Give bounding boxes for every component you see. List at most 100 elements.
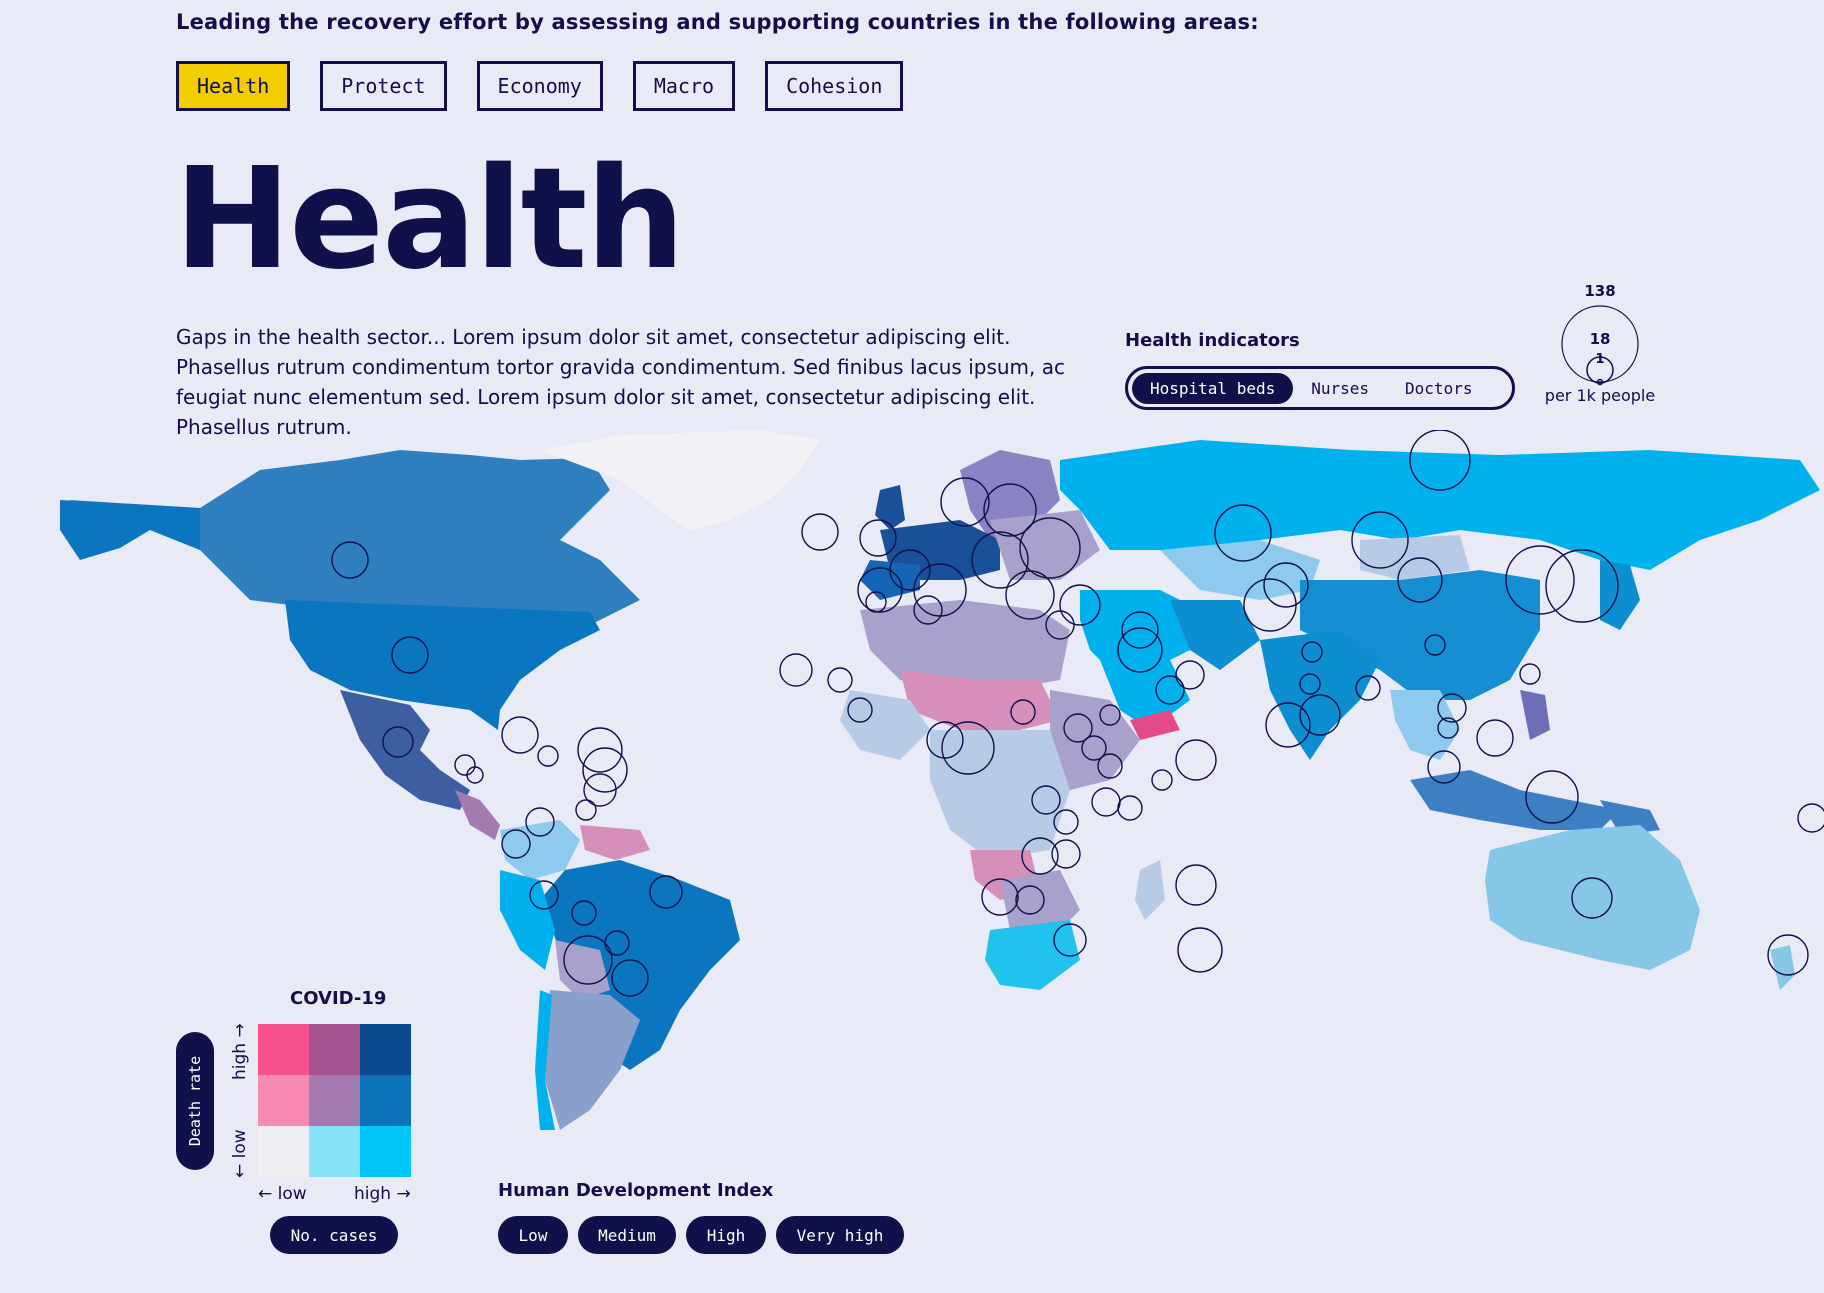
- region-venezuela[interactable]: [580, 825, 650, 860]
- bubble[interactable]: [1214, 504, 1272, 562]
- death-rate-pill[interactable]: Death rate: [176, 1032, 214, 1170]
- bubble[interactable]: [827, 667, 853, 693]
- bubble[interactable]: [1525, 770, 1579, 824]
- region-southeast-asia[interactable]: [1390, 690, 1460, 760]
- region-indonesia[interactable]: [1410, 770, 1620, 830]
- bubble[interactable]: [1175, 739, 1217, 781]
- region-philippines[interactable]: [1520, 690, 1550, 740]
- region-south-africa[interactable]: [985, 920, 1080, 990]
- bubble[interactable]: [940, 477, 990, 527]
- tab-economy[interactable]: Economy: [476, 61, 603, 111]
- bubble[interactable]: [1177, 927, 1223, 973]
- bubble[interactable]: [941, 721, 995, 775]
- bubble[interactable]: [1424, 634, 1446, 656]
- bubble[interactable]: [1117, 795, 1143, 821]
- region-central-africa[interactable]: [930, 730, 1070, 860]
- bubble[interactable]: [1397, 557, 1443, 603]
- bubble[interactable]: [983, 483, 1037, 537]
- bubble[interactable]: [454, 754, 476, 776]
- region-north-africa[interactable]: [860, 600, 1070, 690]
- bubble[interactable]: [1059, 584, 1101, 626]
- bubble[interactable]: [859, 519, 897, 557]
- bubble[interactable]: [1299, 673, 1321, 695]
- bubble[interactable]: [1437, 693, 1467, 723]
- tab-health[interactable]: Health: [176, 61, 291, 111]
- bubble[interactable]: [583, 773, 617, 807]
- bubble[interactable]: [582, 747, 628, 793]
- toggle-nurses[interactable]: Nurses: [1311, 378, 1370, 398]
- bubble[interactable]: [1045, 610, 1075, 640]
- bubble[interactable]: [649, 875, 683, 909]
- bubble[interactable]: [571, 900, 597, 926]
- bubble[interactable]: [779, 653, 813, 687]
- bubble[interactable]: [971, 531, 1029, 589]
- bubble[interactable]: [501, 829, 531, 859]
- bubble[interactable]: [1409, 430, 1471, 491]
- region-west-africa[interactable]: [840, 690, 930, 760]
- bubble[interactable]: [1015, 885, 1045, 915]
- bubble[interactable]: [391, 636, 429, 674]
- bubble[interactable]: [1519, 663, 1541, 685]
- region-middle-east[interactable]: [1080, 590, 1200, 680]
- region-bolivia[interactable]: [555, 940, 610, 1000]
- bubble[interactable]: [1021, 837, 1059, 875]
- bubble[interactable]: [1005, 570, 1055, 620]
- bubble[interactable]: [1081, 735, 1107, 761]
- region-australia[interactable]: [1485, 825, 1700, 970]
- bubble[interactable]: [1355, 675, 1381, 701]
- bubble[interactable]: [1121, 611, 1159, 649]
- bubble[interactable]: [1301, 641, 1323, 663]
- bubble[interactable]: [575, 799, 597, 821]
- region-greenland[interactable]: [540, 430, 820, 530]
- bubble[interactable]: [1031, 785, 1061, 815]
- bubble[interactable]: [857, 567, 903, 613]
- bubble[interactable]: [1099, 704, 1121, 726]
- bubble[interactable]: [1117, 627, 1163, 673]
- bubble[interactable]: [563, 935, 613, 985]
- tab-protect[interactable]: Protect: [320, 61, 447, 111]
- region-mexico[interactable]: [340, 690, 470, 810]
- region-papua[interactable]: [1600, 800, 1660, 835]
- bubble[interactable]: [926, 721, 964, 759]
- bubble[interactable]: [1097, 753, 1123, 779]
- region-russia[interactable]: [1060, 440, 1820, 570]
- region-kazakhstan[interactable]: [1160, 540, 1320, 600]
- bubble[interactable]: [1571, 877, 1613, 919]
- region-alaska[interactable]: [60, 500, 200, 560]
- bubble[interactable]: [537, 745, 559, 767]
- bubble[interactable]: [611, 959, 649, 997]
- bubble[interactable]: [466, 766, 484, 784]
- bubble[interactable]: [801, 513, 839, 551]
- bubble[interactable]: [501, 716, 539, 754]
- region-canada[interactable]: [70, 450, 640, 640]
- bubble[interactable]: [1175, 864, 1217, 906]
- tab-macro[interactable]: Macro: [632, 61, 736, 111]
- tab-cohesion[interactable]: Cohesion: [765, 61, 904, 111]
- bubble[interactable]: [1063, 713, 1093, 743]
- bubble[interactable]: [1091, 787, 1121, 817]
- bubble[interactable]: [529, 880, 559, 910]
- toggle-doctors[interactable]: Doctors: [1405, 378, 1473, 398]
- region-iran[interactable]: [1170, 600, 1260, 670]
- bubble[interactable]: [1427, 750, 1461, 784]
- region-mongolia[interactable]: [1360, 535, 1470, 580]
- bubble[interactable]: [1053, 809, 1079, 835]
- region-japan[interactable]: [1600, 560, 1640, 630]
- bubble[interactable]: [1151, 769, 1173, 791]
- bubble[interactable]: [889, 549, 931, 591]
- bubble[interactable]: [1053, 923, 1087, 957]
- region-usa[interactable]: [285, 600, 600, 730]
- bubble[interactable]: [1263, 562, 1309, 608]
- bubble[interactable]: [1437, 717, 1459, 739]
- bubble[interactable]: [331, 541, 369, 579]
- region-china[interactable]: [1300, 570, 1540, 700]
- bubble[interactable]: [1265, 702, 1311, 748]
- region-central-america[interactable]: [455, 790, 500, 840]
- bubble[interactable]: [1019, 517, 1081, 579]
- bubble[interactable]: [1299, 694, 1341, 736]
- region-eastern-europe[interactable]: [990, 510, 1100, 580]
- region-chile[interactable]: [535, 990, 555, 1130]
- bubble[interactable]: [1505, 545, 1575, 615]
- hdi-very-high-button[interactable]: Very high: [776, 1216, 904, 1254]
- hdi-low-button[interactable]: Low: [498, 1216, 568, 1254]
